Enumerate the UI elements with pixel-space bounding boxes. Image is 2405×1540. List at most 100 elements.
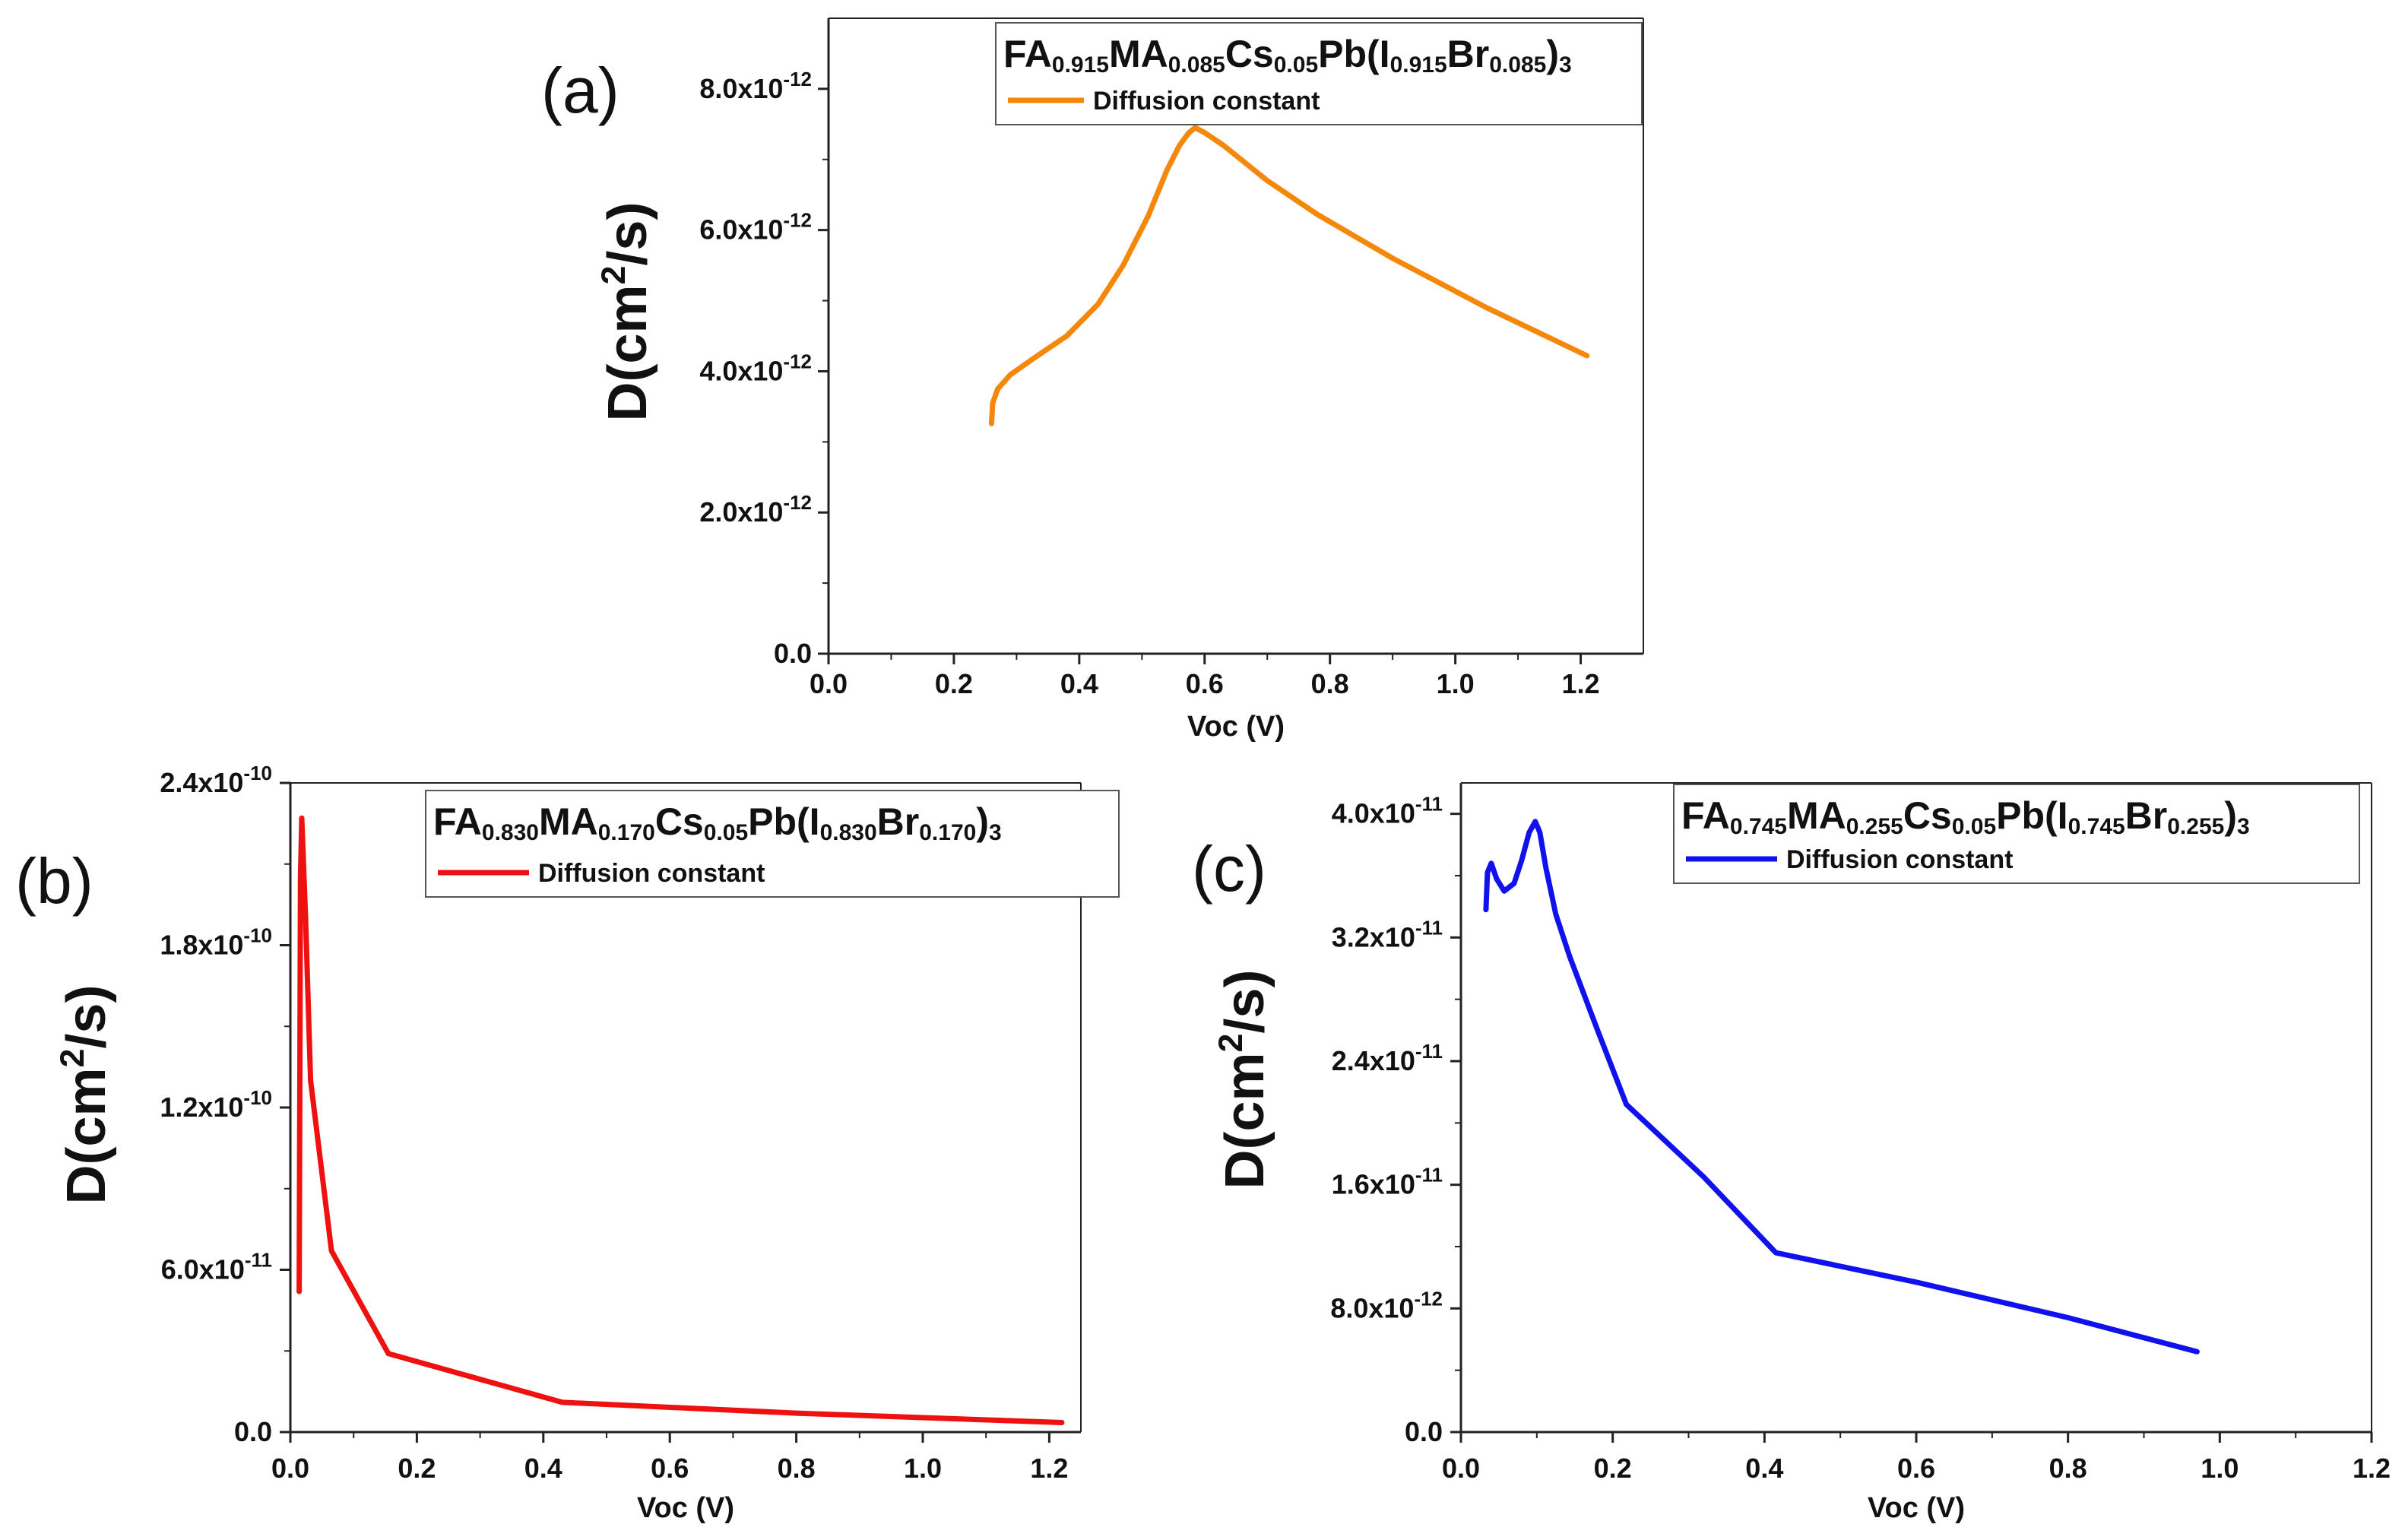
composition-text: Br bbox=[1447, 33, 1490, 75]
composition-text: Cs bbox=[655, 800, 704, 843]
y-tick-label: 1.2x10-10 bbox=[160, 1086, 272, 1123]
composition-text: Br bbox=[2125, 794, 2168, 837]
y-tick-exponent: -11 bbox=[245, 1249, 272, 1272]
composition-text: ) bbox=[976, 800, 989, 843]
y-tick-exponent: -12 bbox=[783, 350, 812, 372]
composition-text: MA bbox=[1109, 33, 1168, 75]
legend-composition: FA0.915MA0.085Cs0.05Pb(I0.915Br0.085)3 bbox=[1003, 33, 1572, 78]
y-tick-label: 1.6x10-11 bbox=[1332, 1164, 1443, 1200]
y-axis-title-base: D(cm bbox=[597, 284, 658, 421]
y-tick-label: 0.0 bbox=[774, 638, 812, 669]
composition-text: Pb(I bbox=[1318, 33, 1389, 75]
y-tick-mantissa: 0.0 bbox=[1405, 1416, 1443, 1447]
y-tick-label: 2.0x10-12 bbox=[699, 491, 812, 528]
y-axis-title-base: D(cm bbox=[1215, 1052, 1275, 1189]
x-tick-label: 0.6 bbox=[1186, 668, 1224, 699]
y-axis-title-sup: 2 bbox=[1212, 1034, 1250, 1053]
x-tick-label: 0.8 bbox=[2049, 1453, 2087, 1484]
y-tick-label: 1.8x10-10 bbox=[160, 924, 272, 961]
composition-subscript: 0.830 bbox=[482, 820, 539, 845]
x-tick-label: 0.4 bbox=[524, 1453, 562, 1484]
series-line-1 bbox=[1483, 819, 2200, 1355]
y-tick-mantissa: 2.0x10 bbox=[699, 496, 783, 528]
chart-panel-2: 0.06.0x10-111.2x10-101.8x10-102.4x10-100… bbox=[15, 762, 1120, 1524]
x-tick-label: 1.2 bbox=[1030, 1453, 1068, 1484]
composition-subscript: 0.745 bbox=[2068, 814, 2125, 839]
panel-letter: (b) bbox=[15, 845, 93, 917]
x-tick-label: 0.4 bbox=[1060, 668, 1098, 699]
composition-subscript: 0.830 bbox=[820, 820, 877, 845]
composition-subscript: 3 bbox=[1559, 52, 1572, 78]
y-axis-title-base: D(cm bbox=[56, 1067, 117, 1204]
legend-box bbox=[1673, 784, 2360, 884]
y-tick-exponent: -11 bbox=[1415, 1164, 1443, 1187]
x-tick-label: 0.2 bbox=[1594, 1453, 1632, 1484]
composition-text: FA bbox=[1003, 33, 1052, 75]
x-tick-label: 0.4 bbox=[1745, 1453, 1783, 1484]
x-tick-label: 0.2 bbox=[398, 1453, 436, 1484]
composition-subscript: 0.085 bbox=[1489, 52, 1546, 78]
y-axis-title-sup: 2 bbox=[595, 266, 632, 285]
y-tick-exponent: -11 bbox=[1415, 793, 1443, 816]
composition-subscript: 0.170 bbox=[598, 820, 655, 845]
y-axis-title-tail: /s) bbox=[597, 202, 658, 266]
y-tick-label: 4.0x10-12 bbox=[699, 350, 812, 386]
panel-letter: (c) bbox=[1192, 833, 1266, 905]
y-tick-mantissa: 0.0 bbox=[234, 1416, 272, 1447]
legend-composition: FA0.745MA0.255Cs0.05Pb(I0.745Br0.255)3 bbox=[1681, 794, 2250, 839]
chart-panel-1: 0.02.0x10-124.0x10-126.0x10-128.0x10-120… bbox=[541, 17, 1644, 743]
composition-text: Pb(I bbox=[748, 800, 819, 843]
x-tick-label: 1.0 bbox=[904, 1453, 942, 1484]
y-tick-exponent: -10 bbox=[243, 924, 272, 947]
chart-panel-3: 0.08.0x10-121.6x10-112.4x10-113.2x10-114… bbox=[1192, 782, 2391, 1524]
x-axis-title: Voc (V) bbox=[1868, 1492, 1965, 1524]
composition-text: ) bbox=[1546, 33, 1559, 75]
y-tick-exponent: -12 bbox=[783, 491, 812, 514]
legend-entry-label: Diffusion constant bbox=[538, 859, 765, 888]
y-tick-exponent: -10 bbox=[243, 1086, 272, 1109]
y-tick-mantissa: 1.8x10 bbox=[160, 930, 243, 961]
y-axis-title-tail: /s) bbox=[56, 985, 117, 1049]
y-tick-label: 0.0 bbox=[234, 1416, 272, 1447]
composition-text: Pb(I bbox=[1996, 794, 2068, 837]
composition-subscript: 0.255 bbox=[2167, 814, 2224, 839]
y-tick-exponent: -12 bbox=[783, 209, 812, 232]
composition-subscript: 3 bbox=[2237, 814, 2250, 839]
y-tick-label: 8.0x10-12 bbox=[1330, 1287, 1443, 1323]
composition-subscript: 0.05 bbox=[1952, 814, 1996, 839]
y-tick-label: 8.0x10-12 bbox=[699, 68, 812, 104]
y-tick-mantissa: 8.0x10 bbox=[1330, 1292, 1414, 1323]
x-tick-label: 0.6 bbox=[651, 1453, 689, 1484]
legend-composition: FA0.830MA0.170Cs0.05Pb(I0.830Br0.170)3 bbox=[433, 800, 1002, 845]
composition-text: MA bbox=[1787, 794, 1846, 837]
legend-entry-label: Diffusion constant bbox=[1093, 87, 1320, 116]
composition-text: Br bbox=[877, 800, 920, 843]
composition-subscript: 0.915 bbox=[1390, 52, 1447, 78]
y-axis-title-sup: 2 bbox=[54, 1049, 91, 1068]
y-tick-mantissa: 8.0x10 bbox=[699, 73, 783, 104]
y-axis-title-tail: /s) bbox=[1215, 970, 1275, 1034]
y-tick-label: 6.0x10-11 bbox=[161, 1249, 272, 1285]
y-tick-mantissa: 0.0 bbox=[774, 638, 812, 669]
y-tick-mantissa: 6.0x10 bbox=[161, 1254, 245, 1285]
composition-subscript: 0.05 bbox=[704, 820, 748, 845]
y-tick-mantissa: 3.2x10 bbox=[1332, 921, 1415, 952]
x-tick-label: 1.0 bbox=[1437, 668, 1475, 699]
legend-box bbox=[425, 790, 1120, 898]
legend-entry-label: Diffusion constant bbox=[1786, 845, 2013, 874]
composition-subscript: 0.915 bbox=[1052, 52, 1109, 78]
composition-subscript: 3 bbox=[989, 820, 1002, 845]
y-tick-label: 0.0 bbox=[1405, 1416, 1443, 1447]
series-line-1 bbox=[988, 125, 1590, 426]
x-axis-title: Voc (V) bbox=[637, 1492, 734, 1524]
composition-text: Cs bbox=[1225, 33, 1274, 75]
x-tick-label: 0.2 bbox=[935, 668, 973, 699]
x-tick-label: 0.6 bbox=[1897, 1453, 1935, 1484]
y-tick-mantissa: 2.4x10 bbox=[1332, 1045, 1415, 1076]
series-line-1 bbox=[296, 815, 1065, 1425]
y-axis-title: D(cm2/s) bbox=[1212, 970, 1275, 1190]
composition-text: FA bbox=[1681, 794, 1730, 837]
y-tick-mantissa: 1.6x10 bbox=[1332, 1169, 1415, 1200]
x-tick-label: 1.0 bbox=[2201, 1453, 2239, 1484]
panel-letter: (a) bbox=[541, 55, 619, 126]
